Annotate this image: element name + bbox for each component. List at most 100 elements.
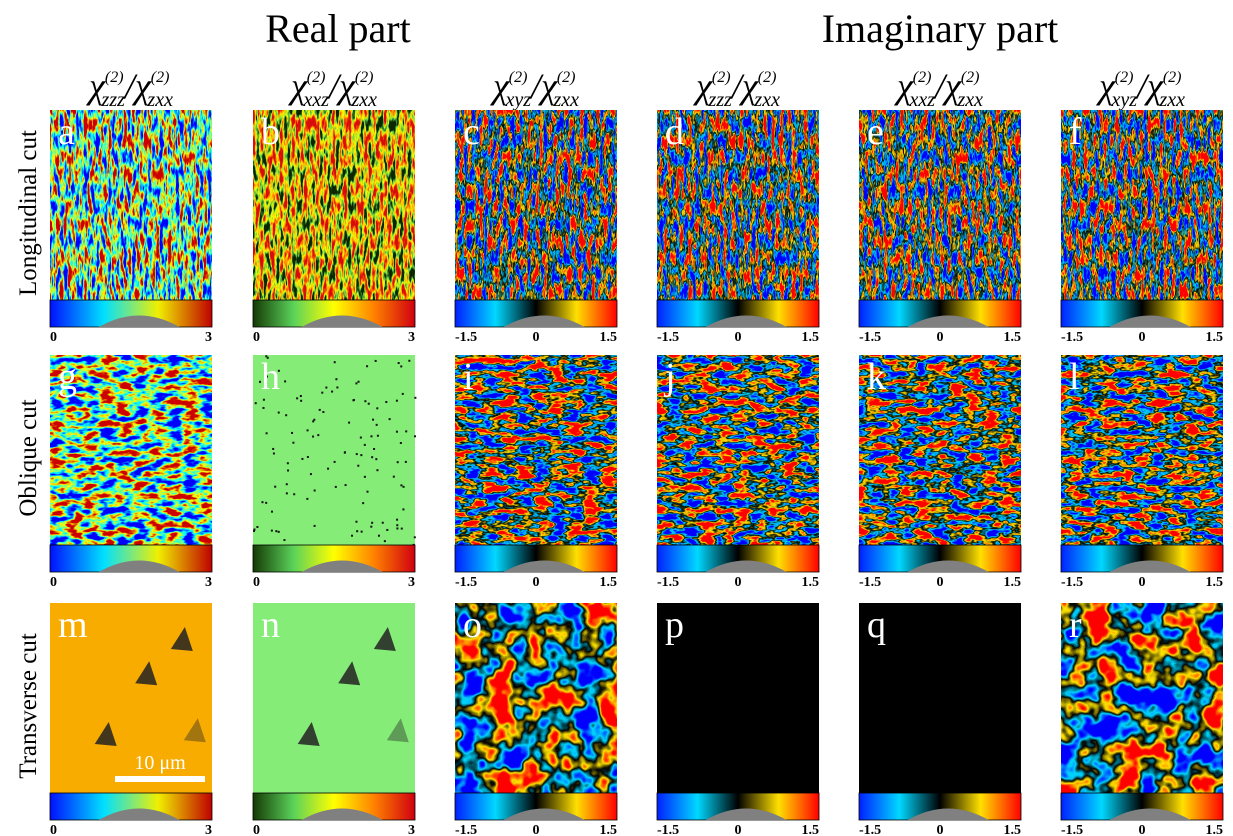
panel-letter: j [663, 356, 676, 398]
label-part: xyz [1110, 89, 1137, 111]
dot [253, 528, 255, 530]
panel-letter: l [1069, 356, 1080, 398]
dot [367, 491, 369, 493]
dot [360, 437, 362, 439]
dot [331, 391, 333, 393]
panel: b03 [253, 110, 415, 345]
panel-letter: q [867, 604, 886, 646]
colorbar-tick: 0 [533, 823, 540, 836]
panel: a03 [50, 110, 212, 345]
colorbar-tick: 0 [1139, 575, 1146, 590]
colorbar-tick: -1.5 [1061, 823, 1083, 836]
dot [272, 448, 274, 450]
dot [265, 502, 267, 504]
panel-letter: p [665, 604, 684, 646]
colorbar-tick: 0 [937, 330, 944, 345]
label-part: zxx [146, 89, 173, 111]
dot [396, 431, 398, 433]
figure: Real part Imaginary part χ(2)zzz/χ(2)zxx… [0, 0, 1233, 836]
dot [373, 448, 375, 450]
dot [266, 432, 268, 434]
dot [307, 429, 309, 431]
row-label: Longitudinal cut [15, 130, 42, 296]
dot [400, 365, 402, 367]
dot [400, 484, 402, 486]
panel: j-1.501.5 [657, 355, 819, 590]
dot [358, 381, 360, 383]
dot [292, 442, 294, 444]
colorbar-tick: 3 [408, 575, 415, 590]
panel: n03 [253, 603, 415, 836]
dot [402, 393, 404, 395]
dot [312, 436, 314, 438]
label-part: (2) [307, 69, 326, 86]
column-label: χ(2)zzz/χ(2)zxx [86, 66, 173, 111]
panel-image [1061, 603, 1223, 793]
label-part: zzz [708, 89, 733, 111]
dot [348, 422, 350, 424]
imaginary-header: Imaginary part [822, 6, 1059, 51]
dot [372, 419, 374, 421]
panel-letter: a [58, 111, 75, 153]
dot [362, 502, 364, 504]
dot [355, 382, 357, 384]
dot [368, 403, 370, 405]
dot [317, 434, 319, 436]
dot [262, 407, 264, 409]
colorbar-tick: 0 [533, 330, 540, 345]
dot [314, 525, 316, 527]
dot [284, 380, 286, 382]
colorbar-tick: 1.5 [1206, 575, 1224, 590]
dot [285, 414, 287, 416]
dot [353, 399, 355, 401]
dot [364, 476, 366, 478]
colorbar-tick: -1.5 [859, 823, 881, 836]
colorbar-tick: 1.5 [1206, 330, 1224, 345]
colorbar-tick: 1.5 [802, 330, 820, 345]
dot [310, 473, 312, 475]
colorbar-tick: 0 [937, 575, 944, 590]
column-label: χ(2)xxz/χ(2)zxx [288, 66, 377, 111]
dot [271, 511, 273, 513]
colorbar-tick: -1.5 [455, 330, 477, 345]
panel-letter: i [463, 356, 474, 398]
dot [400, 442, 402, 444]
real-header: Real part [265, 6, 411, 51]
dot [378, 535, 380, 537]
dot [275, 530, 277, 532]
label-part: zxx [753, 89, 780, 111]
dot [396, 524, 398, 526]
label-part: (2) [557, 69, 576, 86]
dot [345, 484, 347, 486]
dot [306, 498, 308, 500]
dot [371, 456, 373, 458]
dot [382, 522, 384, 524]
panel-letter: o [463, 604, 482, 646]
dot [401, 528, 403, 530]
dot [291, 432, 293, 434]
colorbar-tick: 1.5 [802, 823, 820, 836]
dot [371, 522, 373, 524]
panel-letter: h [261, 356, 280, 398]
dot [370, 526, 372, 528]
dot [414, 435, 416, 437]
dot [377, 435, 379, 437]
panel-letter: b [261, 111, 280, 153]
column-label: χ(2)xyz/χ(2)zxx [490, 66, 579, 111]
dot [301, 458, 303, 460]
dot [256, 526, 258, 528]
dot [393, 476, 395, 478]
label-part: zxx [1159, 89, 1186, 111]
colorbar-tick: 0 [253, 575, 260, 590]
colorbar-tick: 0 [735, 330, 742, 345]
colorbar-tick: 0 [1139, 823, 1146, 836]
colorbar-tick: -1.5 [859, 575, 881, 590]
dot [307, 456, 309, 458]
dot [356, 530, 358, 532]
dot [300, 395, 302, 397]
colorbar-tick: -1.5 [1061, 330, 1083, 345]
scale-bar [115, 776, 205, 782]
dot [274, 486, 276, 488]
label-part: zxx [957, 89, 984, 111]
label-part: (2) [355, 69, 374, 86]
